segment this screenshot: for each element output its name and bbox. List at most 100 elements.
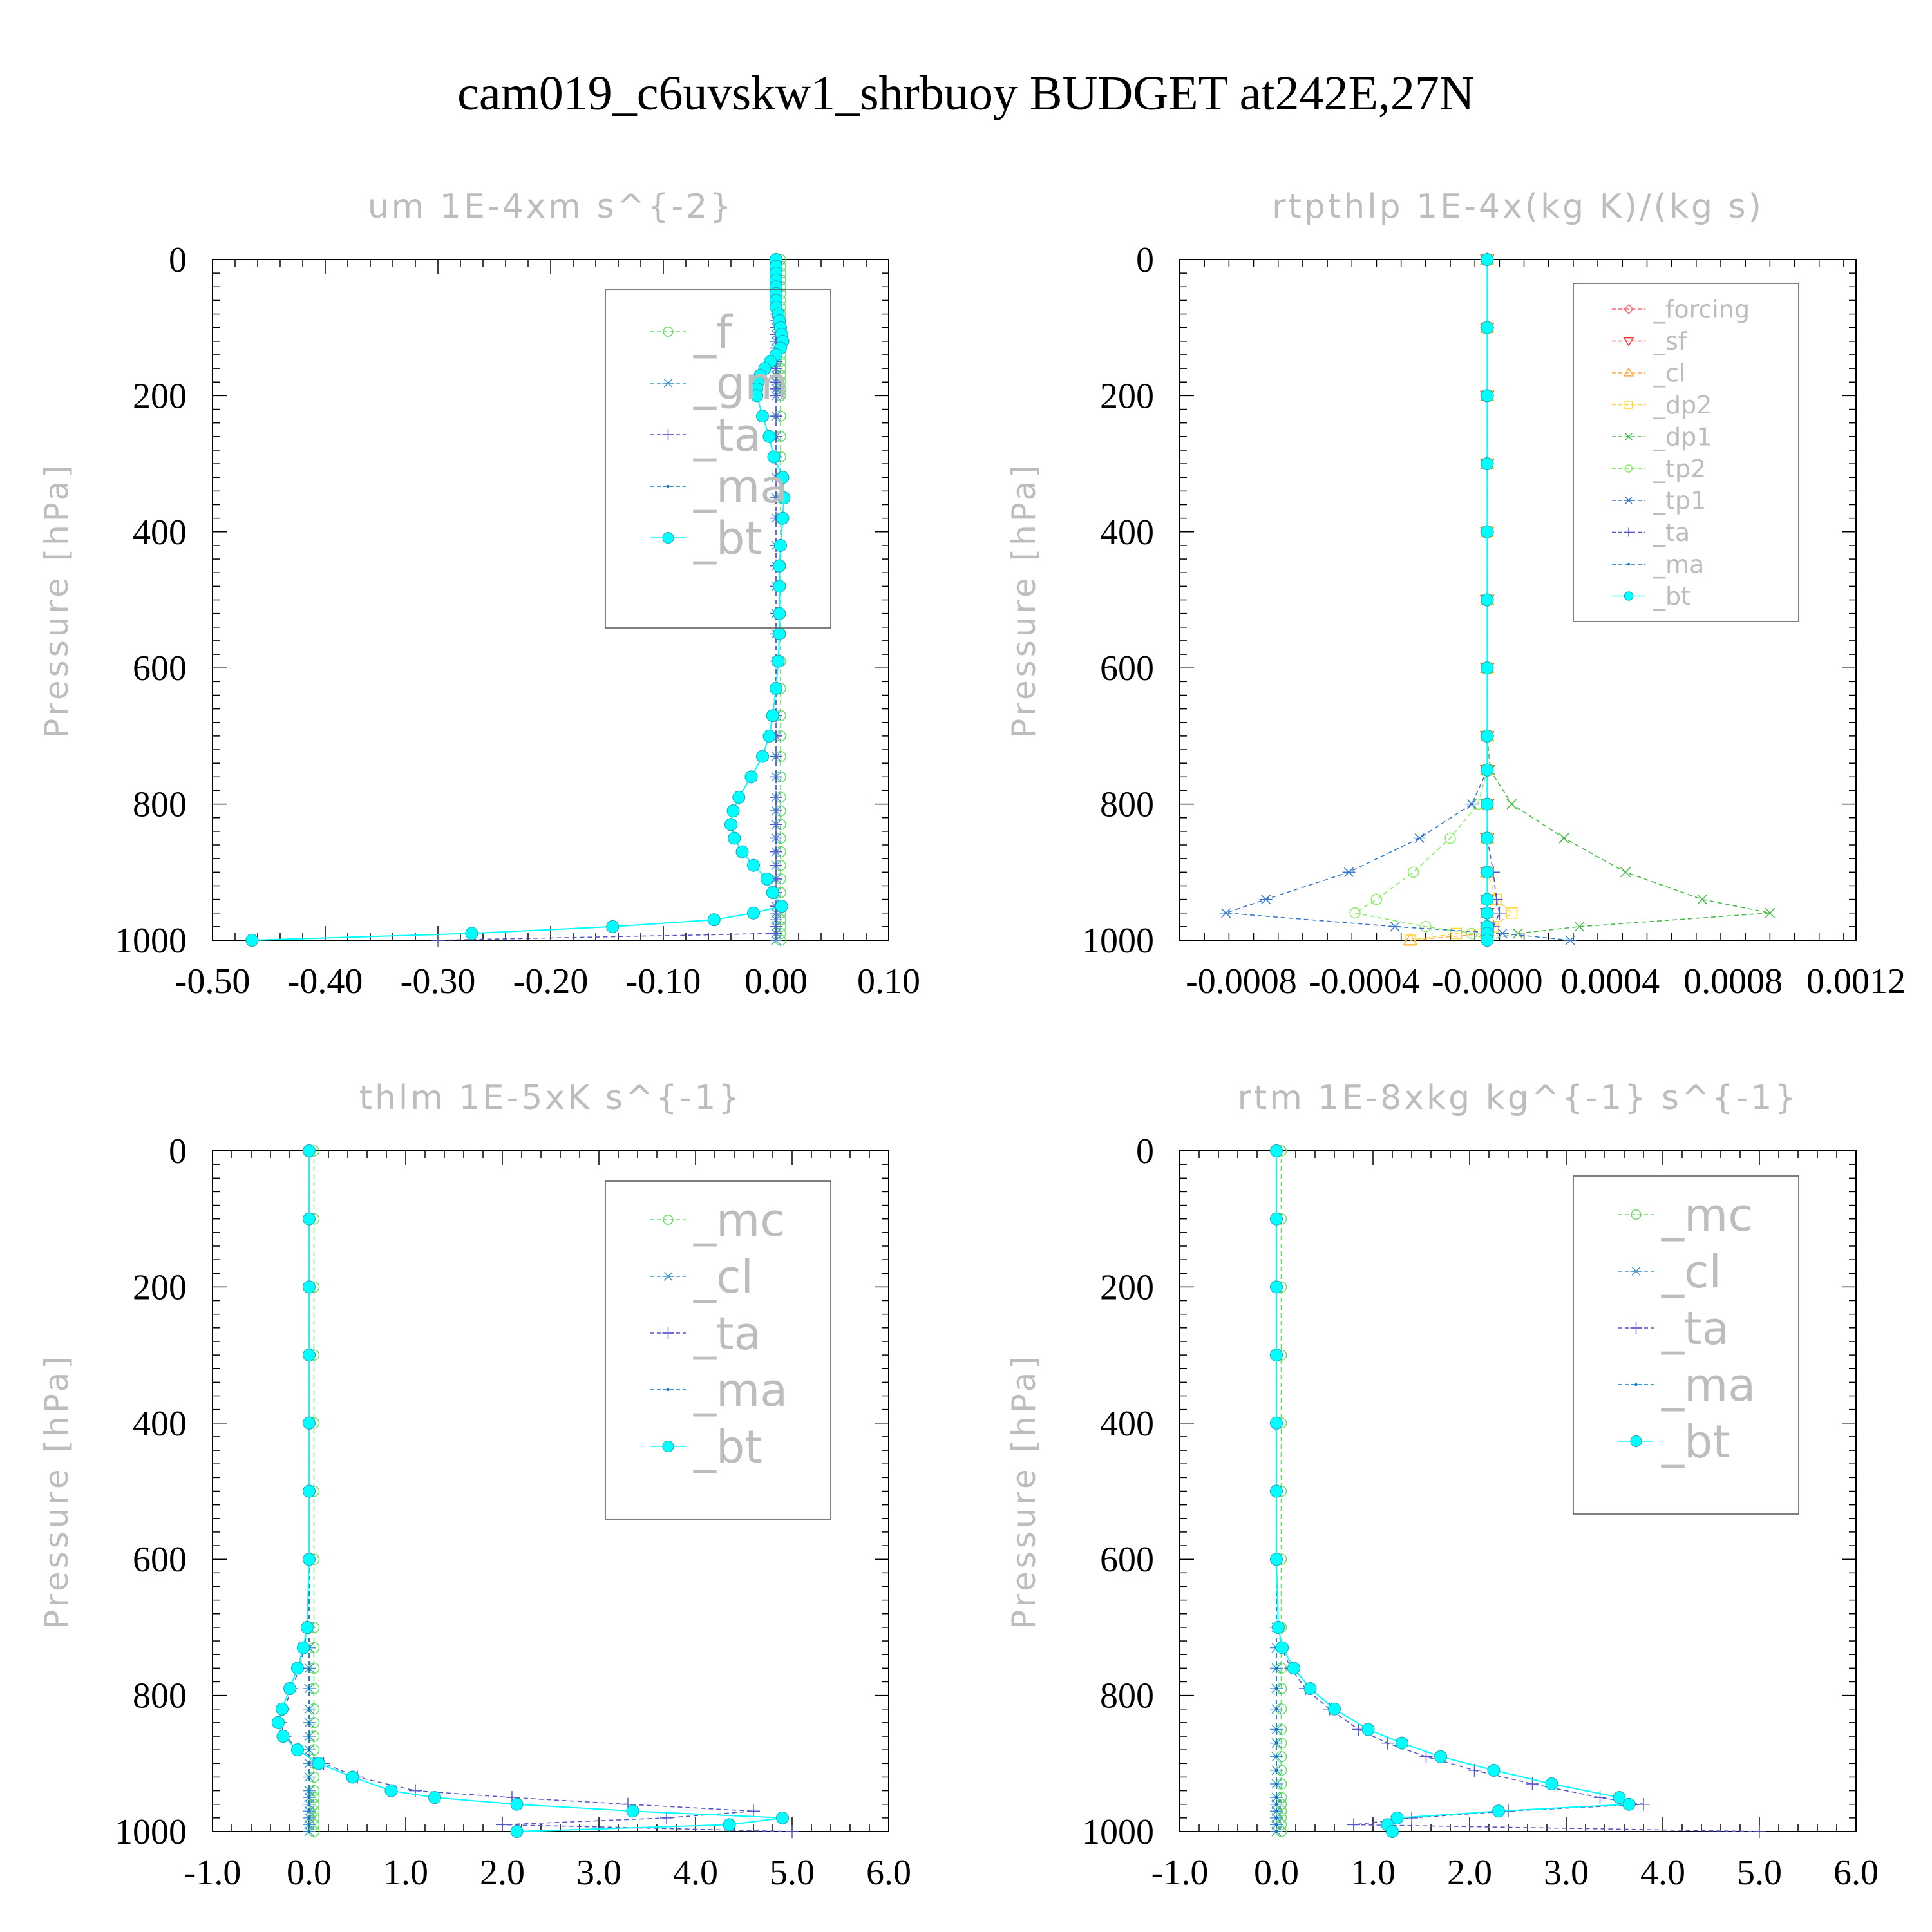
y-tick-label: 800 (1100, 1676, 1154, 1716)
data-point-ma (1274, 1803, 1278, 1806)
y-tick-label: 600 (133, 1540, 187, 1580)
data-point-bt (1481, 457, 1494, 471)
legend-label: _ta (693, 1307, 761, 1360)
legend-label: _bt (1653, 582, 1690, 611)
data-point-tp2 (1420, 921, 1432, 933)
data-point-ma (1274, 1810, 1278, 1813)
x-tick-label: 5.0 (770, 1853, 815, 1893)
data-point-bt (1272, 1620, 1285, 1634)
data-point-bt (1270, 1553, 1283, 1566)
data-point-ta (1405, 1811, 1418, 1824)
data-point-tp2 (1349, 907, 1361, 919)
y-tick-label: 400 (1100, 1404, 1154, 1444)
data-point-bt (1303, 1682, 1317, 1696)
x-tick-label: 4.0 (673, 1853, 718, 1893)
data-point-bt (1481, 321, 1494, 334)
chart-panel-3: thlm 1E-5xK s^{-1} Pressure [hPa] 0 200 400 6… (38, 1079, 911, 1893)
data-point-ta (770, 858, 782, 872)
legend: _mc_cl_ta_ma_bt (1573, 1175, 1799, 1515)
data-point-dp2 (1450, 927, 1463, 940)
data-point-ma (307, 1823, 311, 1826)
y-tick-label: 200 (133, 376, 187, 416)
data-point-bt (770, 681, 782, 695)
data-point-bt (773, 627, 786, 641)
x-tick-label: -0.0008 (1186, 961, 1297, 1001)
data-point-bt (723, 1818, 736, 1832)
legend-marker (662, 1440, 674, 1453)
data-point-ma (1274, 1830, 1278, 1833)
y-tick-label: 400 (133, 513, 187, 553)
x-tick-label: 0.0 (1254, 1853, 1299, 1893)
data-point-bt (428, 1791, 441, 1804)
data-point-bt (1481, 661, 1494, 675)
panel-title: rtpthlp 1E-4x(kg K)/(kg s) (1272, 187, 1764, 226)
series-line-bt (1276, 1151, 1631, 1832)
data-point-bt (291, 1743, 304, 1757)
data-point-ma (307, 1667, 311, 1670)
data-point-bt (303, 1484, 316, 1498)
x-tick-label: 6.0 (866, 1853, 911, 1893)
x-tick-label: 3.0 (1544, 1853, 1589, 1893)
data-point-bt (303, 1553, 316, 1566)
data-point-bt (346, 1770, 359, 1784)
data-point-bt (1481, 866, 1494, 879)
data-point-tp1 (1388, 922, 1402, 932)
data-point-bt (747, 906, 760, 920)
data-point-bt (303, 1212, 316, 1226)
data-point-bt (1613, 1791, 1626, 1804)
data-point-bt (762, 430, 776, 443)
data-point-bt (1287, 1662, 1300, 1675)
data-point-bt (465, 927, 478, 940)
x-tick-label: 5.0 (1737, 1853, 1782, 1893)
x-tick-label: 0.00 (744, 961, 808, 1001)
data-point-dp1 (1574, 921, 1585, 932)
legend-label: _ta (1661, 1302, 1729, 1355)
data-point-tp1 (1564, 935, 1577, 945)
x-tick-label: 1.0 (383, 1853, 428, 1893)
panel-title: rtm 1E-8xkg kg^{-1} s^{-1} (1237, 1079, 1798, 1117)
data-point-bt (735, 845, 749, 858)
axis-ticks (212, 1150, 889, 1832)
legend-marker (662, 379, 674, 388)
legend-marker (1624, 527, 1633, 537)
y-axis-label: Pressure [hPa] (38, 462, 75, 738)
legend-marker (667, 1388, 670, 1392)
data-point-bt (726, 804, 740, 818)
x-tick-label: -0.10 (626, 961, 701, 1001)
data-point-ma (307, 1721, 311, 1725)
data-point-dp1 (1558, 833, 1569, 844)
panel-title: um 1E-4xm s^{-2} (368, 187, 734, 226)
y-tick-label: 800 (1100, 785, 1154, 825)
y-tick-label: 1000 (1082, 1812, 1154, 1852)
data-point-ma (1274, 1741, 1278, 1745)
data-point-bt (776, 471, 790, 484)
legend-box (1573, 283, 1799, 622)
data-point-ma (1274, 1816, 1278, 1820)
data-point-bt (766, 886, 779, 900)
data-point-bt (707, 913, 721, 927)
data-point-bt (272, 1716, 285, 1729)
data-point-ma (307, 1687, 311, 1690)
legend-marker (1630, 1322, 1642, 1334)
data-point-ma (1274, 1782, 1278, 1786)
data-point-tp1 (1465, 799, 1479, 810)
data-point-ta (1347, 1818, 1360, 1832)
data-point-ta (1493, 906, 1506, 920)
data-point-bt (626, 1804, 639, 1818)
data-point-bt (1270, 1280, 1283, 1294)
data-point-tp2 (1444, 832, 1456, 844)
x-tick-label: 2.0 (480, 1853, 525, 1893)
data-point-bt (1270, 1212, 1283, 1226)
legend-marker (1623, 337, 1634, 346)
data-point-ma (307, 1816, 311, 1820)
data-point-bt (747, 858, 760, 872)
data-point-bt (245, 934, 259, 947)
x-tick-label: -0.30 (401, 961, 476, 1001)
data-point-bt (756, 410, 769, 423)
data-point-bt (728, 831, 741, 845)
data-point-ma (307, 1762, 311, 1765)
data-point-dp1 (1620, 867, 1631, 878)
data-point-tp1 (1259, 895, 1273, 905)
data-point-ta (770, 804, 782, 818)
